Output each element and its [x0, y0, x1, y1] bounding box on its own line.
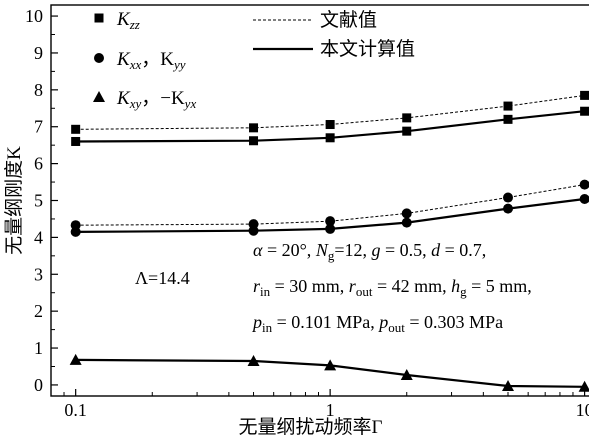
- point-Kzz-calculated-3: [402, 126, 412, 136]
- point-Kxx-literature-2: [325, 216, 336, 227]
- point-Kxx-literature-0: [70, 220, 81, 231]
- point-Kzz-literature-1: [249, 123, 259, 133]
- point-Kxx-literature-4: [503, 192, 514, 203]
- series-line-Kzz-calculated: [75, 110, 585, 143]
- y-tick-label-3: 3: [34, 264, 43, 284]
- series-lines: [75, 94, 585, 388]
- series-line-Kxy-calculated: [75, 358, 585, 388]
- x-tick-label-10: 10: [576, 400, 589, 420]
- y-tick-label-6: 6: [34, 154, 43, 174]
- param-line-3: pin = 0.101 MPa, pout = 0.303 MPa: [251, 312, 503, 335]
- point-Kxx-literature-1: [248, 219, 259, 230]
- point-Kzz-literature-5: [580, 90, 589, 100]
- series-line-Kxx-literature: [75, 184, 585, 226]
- param-line-2: rin = 30 mm, rout = 42 mm, hg = 5 mm,: [253, 276, 532, 299]
- lambda-annotation: Λ=14.4: [135, 268, 190, 288]
- point-Kzz-literature-2: [325, 120, 335, 130]
- legend-marker-xy: [93, 91, 105, 102]
- point-Kxy-calculated-4: [502, 380, 515, 392]
- legend-line-label-solid: 本文计算值: [320, 38, 415, 60]
- point-Kxy-calculated-5: [578, 380, 589, 392]
- point-Kxy-calculated-2: [324, 359, 337, 371]
- legend-label-xx: Kxx，Kyy: [116, 49, 186, 72]
- point-Kxx-calculated-4: [503, 203, 514, 214]
- series-line-Kzz-literature: [75, 94, 585, 130]
- y-tick-label-7: 7: [34, 117, 43, 137]
- point-Kxx-calculated-5: [579, 194, 589, 205]
- point-Kzz-calculated-0: [71, 136, 81, 146]
- legend-line-label-dashed: 文献值: [320, 9, 377, 31]
- point-Kxx-literature-3: [401, 208, 412, 219]
- point-Kxy-calculated-0: [69, 353, 82, 365]
- x-tick-label-0.1: 0.1: [64, 400, 87, 420]
- series-markers: [69, 90, 589, 392]
- param-line-1: α = 20°, Ng=12, g = 0.5, d = 0.7,: [253, 240, 486, 263]
- point-Kzz-calculated-4: [503, 114, 513, 124]
- point-Kzz-calculated-2: [325, 133, 335, 143]
- y-tick-label-2: 2: [34, 301, 43, 321]
- point-Kzz-literature-3: [402, 113, 412, 123]
- y-tick-label-10: 10: [25, 6, 43, 26]
- annotations: Λ=14.4 α = 20°, Ng=12, g = 0.5, d = 0.7, r…: [135, 240, 532, 335]
- axes: 0 1 2 3 4 5 6 7 8 9 10 0.1 1 10 无量纲扰动频率Γ 无量纲刚度K: [3, 6, 589, 438]
- point-Kxx-calculated-3: [401, 217, 412, 228]
- legend-marker-zz: [94, 13, 104, 23]
- point-Kxx-literature-5: [579, 179, 589, 190]
- x-tick-label-1: 1: [326, 400, 335, 420]
- y-axis-title: 无量纲刚度K: [3, 146, 25, 255]
- x-axis-title: 无量纲扰动频率Γ: [239, 416, 383, 438]
- y-tick-label-1: 1: [34, 338, 43, 358]
- y-tick-label-8: 8: [34, 80, 43, 100]
- y-tick-label-9: 9: [34, 43, 43, 63]
- y-tick-label-4: 4: [34, 227, 43, 247]
- point-Kxx-calculated-2: [325, 223, 336, 234]
- point-Kzz-calculated-5: [580, 106, 589, 116]
- point-Kzz-literature-0: [71, 124, 81, 134]
- series-line-Kxx-calculated: [75, 197, 585, 233]
- y-tick-label-0: 0: [34, 375, 43, 395]
- legend-label-zz: Kzz: [116, 9, 140, 32]
- point-Kxy-calculated-1: [247, 354, 260, 366]
- point-Kzz-calculated-1: [249, 136, 259, 146]
- point-Kxy-calculated-3: [400, 368, 413, 380]
- legend-marker-xx: [94, 53, 104, 63]
- point-Kzz-literature-4: [503, 101, 513, 111]
- legend-label-xy: Kxy，−Kyx: [116, 88, 196, 111]
- y-tick-label-5: 5: [34, 191, 43, 211]
